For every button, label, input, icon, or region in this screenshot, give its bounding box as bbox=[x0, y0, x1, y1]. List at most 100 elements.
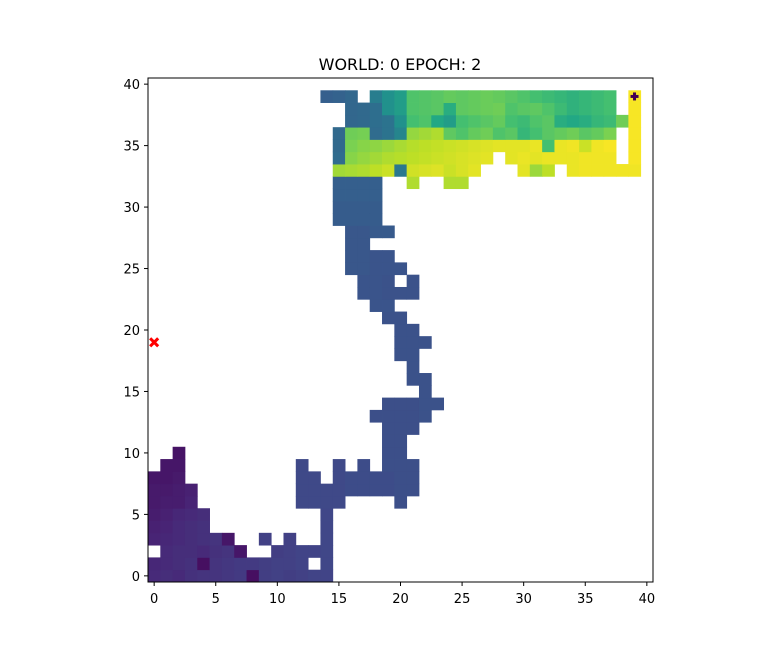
heatmap-cell bbox=[345, 90, 358, 103]
heatmap-cell bbox=[357, 114, 371, 128]
heatmap-cell bbox=[172, 459, 186, 472]
heatmap-cell bbox=[394, 114, 408, 128]
heatmap-cell bbox=[480, 114, 494, 128]
heatmap-cell bbox=[566, 102, 580, 116]
heatmap-cell bbox=[406, 471, 420, 485]
heatmap-cell bbox=[394, 262, 408, 276]
heatmap-cell bbox=[308, 569, 321, 583]
heatmap-cell bbox=[283, 545, 297, 558]
heatmap-cell bbox=[418, 409, 432, 423]
heatmap-cell bbox=[369, 262, 383, 276]
heatmap-cell bbox=[455, 164, 469, 177]
heatmap-cell bbox=[332, 176, 346, 190]
heatmap-cell bbox=[172, 520, 186, 534]
heatmap-cell bbox=[382, 299, 395, 312]
heatmap-cell bbox=[517, 164, 531, 177]
heatmap-cell bbox=[221, 557, 235, 571]
heatmap-cell bbox=[394, 434, 408, 448]
heatmap-cell bbox=[357, 274, 371, 288]
heatmap-cell bbox=[332, 188, 346, 202]
heatmap-cell bbox=[468, 151, 481, 165]
heatmap-cell bbox=[505, 90, 518, 103]
heatmap-cell bbox=[345, 102, 358, 116]
x-tick-label: 25 bbox=[454, 592, 471, 607]
heatmap-cell bbox=[209, 532, 223, 546]
heatmap-cell bbox=[148, 483, 161, 497]
heatmap-cell bbox=[406, 164, 420, 177]
heatmap-cell bbox=[591, 151, 605, 165]
heatmap-cell bbox=[382, 286, 395, 300]
heatmap-cell bbox=[369, 114, 383, 128]
heatmap-cell bbox=[394, 164, 408, 177]
heatmap-cell bbox=[505, 114, 518, 128]
heatmap-cell bbox=[382, 139, 395, 153]
heatmap-cell bbox=[184, 483, 198, 497]
heatmap-cell bbox=[542, 139, 555, 153]
heatmap-cell bbox=[542, 114, 555, 128]
heatmap-cell bbox=[579, 139, 592, 153]
heatmap-cell bbox=[431, 102, 445, 116]
heatmap-cell bbox=[406, 127, 420, 140]
heatmap-cell bbox=[505, 151, 518, 165]
heatmap-cell bbox=[197, 508, 210, 521]
heatmap-cell bbox=[517, 139, 531, 153]
heatmap-cell bbox=[394, 311, 408, 325]
chart-title: WORLD: 0 EPOCH: 2 bbox=[319, 55, 482, 74]
heatmap-cell bbox=[394, 127, 408, 140]
heatmap-cell bbox=[406, 360, 420, 374]
heatmap-cell bbox=[271, 557, 284, 571]
heatmap-cell bbox=[468, 114, 481, 128]
y-tick-label: 25 bbox=[123, 263, 140, 278]
heatmap-cell bbox=[406, 348, 420, 362]
heatmap-cell bbox=[418, 114, 432, 128]
heatmap-cell bbox=[357, 164, 371, 177]
heatmap-cell bbox=[369, 200, 383, 214]
x-tick-label: 5 bbox=[212, 592, 220, 607]
heatmap-cell bbox=[492, 114, 506, 128]
heatmap-cell bbox=[529, 127, 543, 140]
heatmap-cell bbox=[258, 532, 272, 546]
heatmap-cell bbox=[320, 483, 334, 497]
heatmap-cell bbox=[148, 471, 161, 485]
heatmap-cell bbox=[357, 483, 371, 497]
heatmap-cell bbox=[369, 286, 383, 300]
plus-marker bbox=[630, 92, 639, 101]
heatmap-cell bbox=[431, 139, 445, 153]
heatmap-cell bbox=[332, 90, 346, 103]
heatmap-cell bbox=[308, 495, 321, 509]
heatmap-cell bbox=[591, 90, 605, 103]
heatmap-cell bbox=[616, 114, 629, 128]
y-tick-label: 15 bbox=[123, 385, 140, 400]
heatmap-cell bbox=[357, 151, 371, 165]
heatmap-cell bbox=[369, 483, 383, 497]
heatmap-cell bbox=[418, 139, 432, 153]
heatmap-cell bbox=[431, 164, 445, 177]
x-tick-label: 40 bbox=[639, 592, 656, 607]
heatmap-cell bbox=[418, 373, 432, 386]
heatmap-cell bbox=[542, 90, 555, 103]
heatmap-cell bbox=[394, 348, 408, 362]
heatmap-cell bbox=[566, 164, 580, 177]
heatmap-cell bbox=[418, 90, 432, 103]
heatmap-cell bbox=[345, 164, 358, 177]
heatmap-cell bbox=[332, 483, 346, 497]
heatmap-cell bbox=[394, 397, 408, 411]
heatmap-cell bbox=[468, 90, 481, 103]
heatmap-cell bbox=[591, 127, 605, 140]
heatmap-cell bbox=[382, 446, 395, 460]
heatmap-cell bbox=[505, 139, 518, 153]
heatmap-cell bbox=[320, 495, 334, 509]
heatmap-cell bbox=[357, 176, 371, 190]
heatmap-cell bbox=[357, 225, 371, 239]
heatmap-cell bbox=[431, 151, 445, 165]
heatmap-cell bbox=[529, 114, 543, 128]
heatmap-cell bbox=[603, 127, 617, 140]
heatmap-cell bbox=[197, 569, 210, 583]
heatmap-cell bbox=[406, 422, 420, 435]
heatmap-cell bbox=[295, 459, 309, 472]
x-tick-label: 0 bbox=[150, 592, 158, 607]
x-axis: 0 5 10 15 20 25 30 35 40 bbox=[150, 582, 655, 607]
heatmap-cell bbox=[357, 471, 371, 485]
heatmap-cell bbox=[443, 139, 457, 153]
